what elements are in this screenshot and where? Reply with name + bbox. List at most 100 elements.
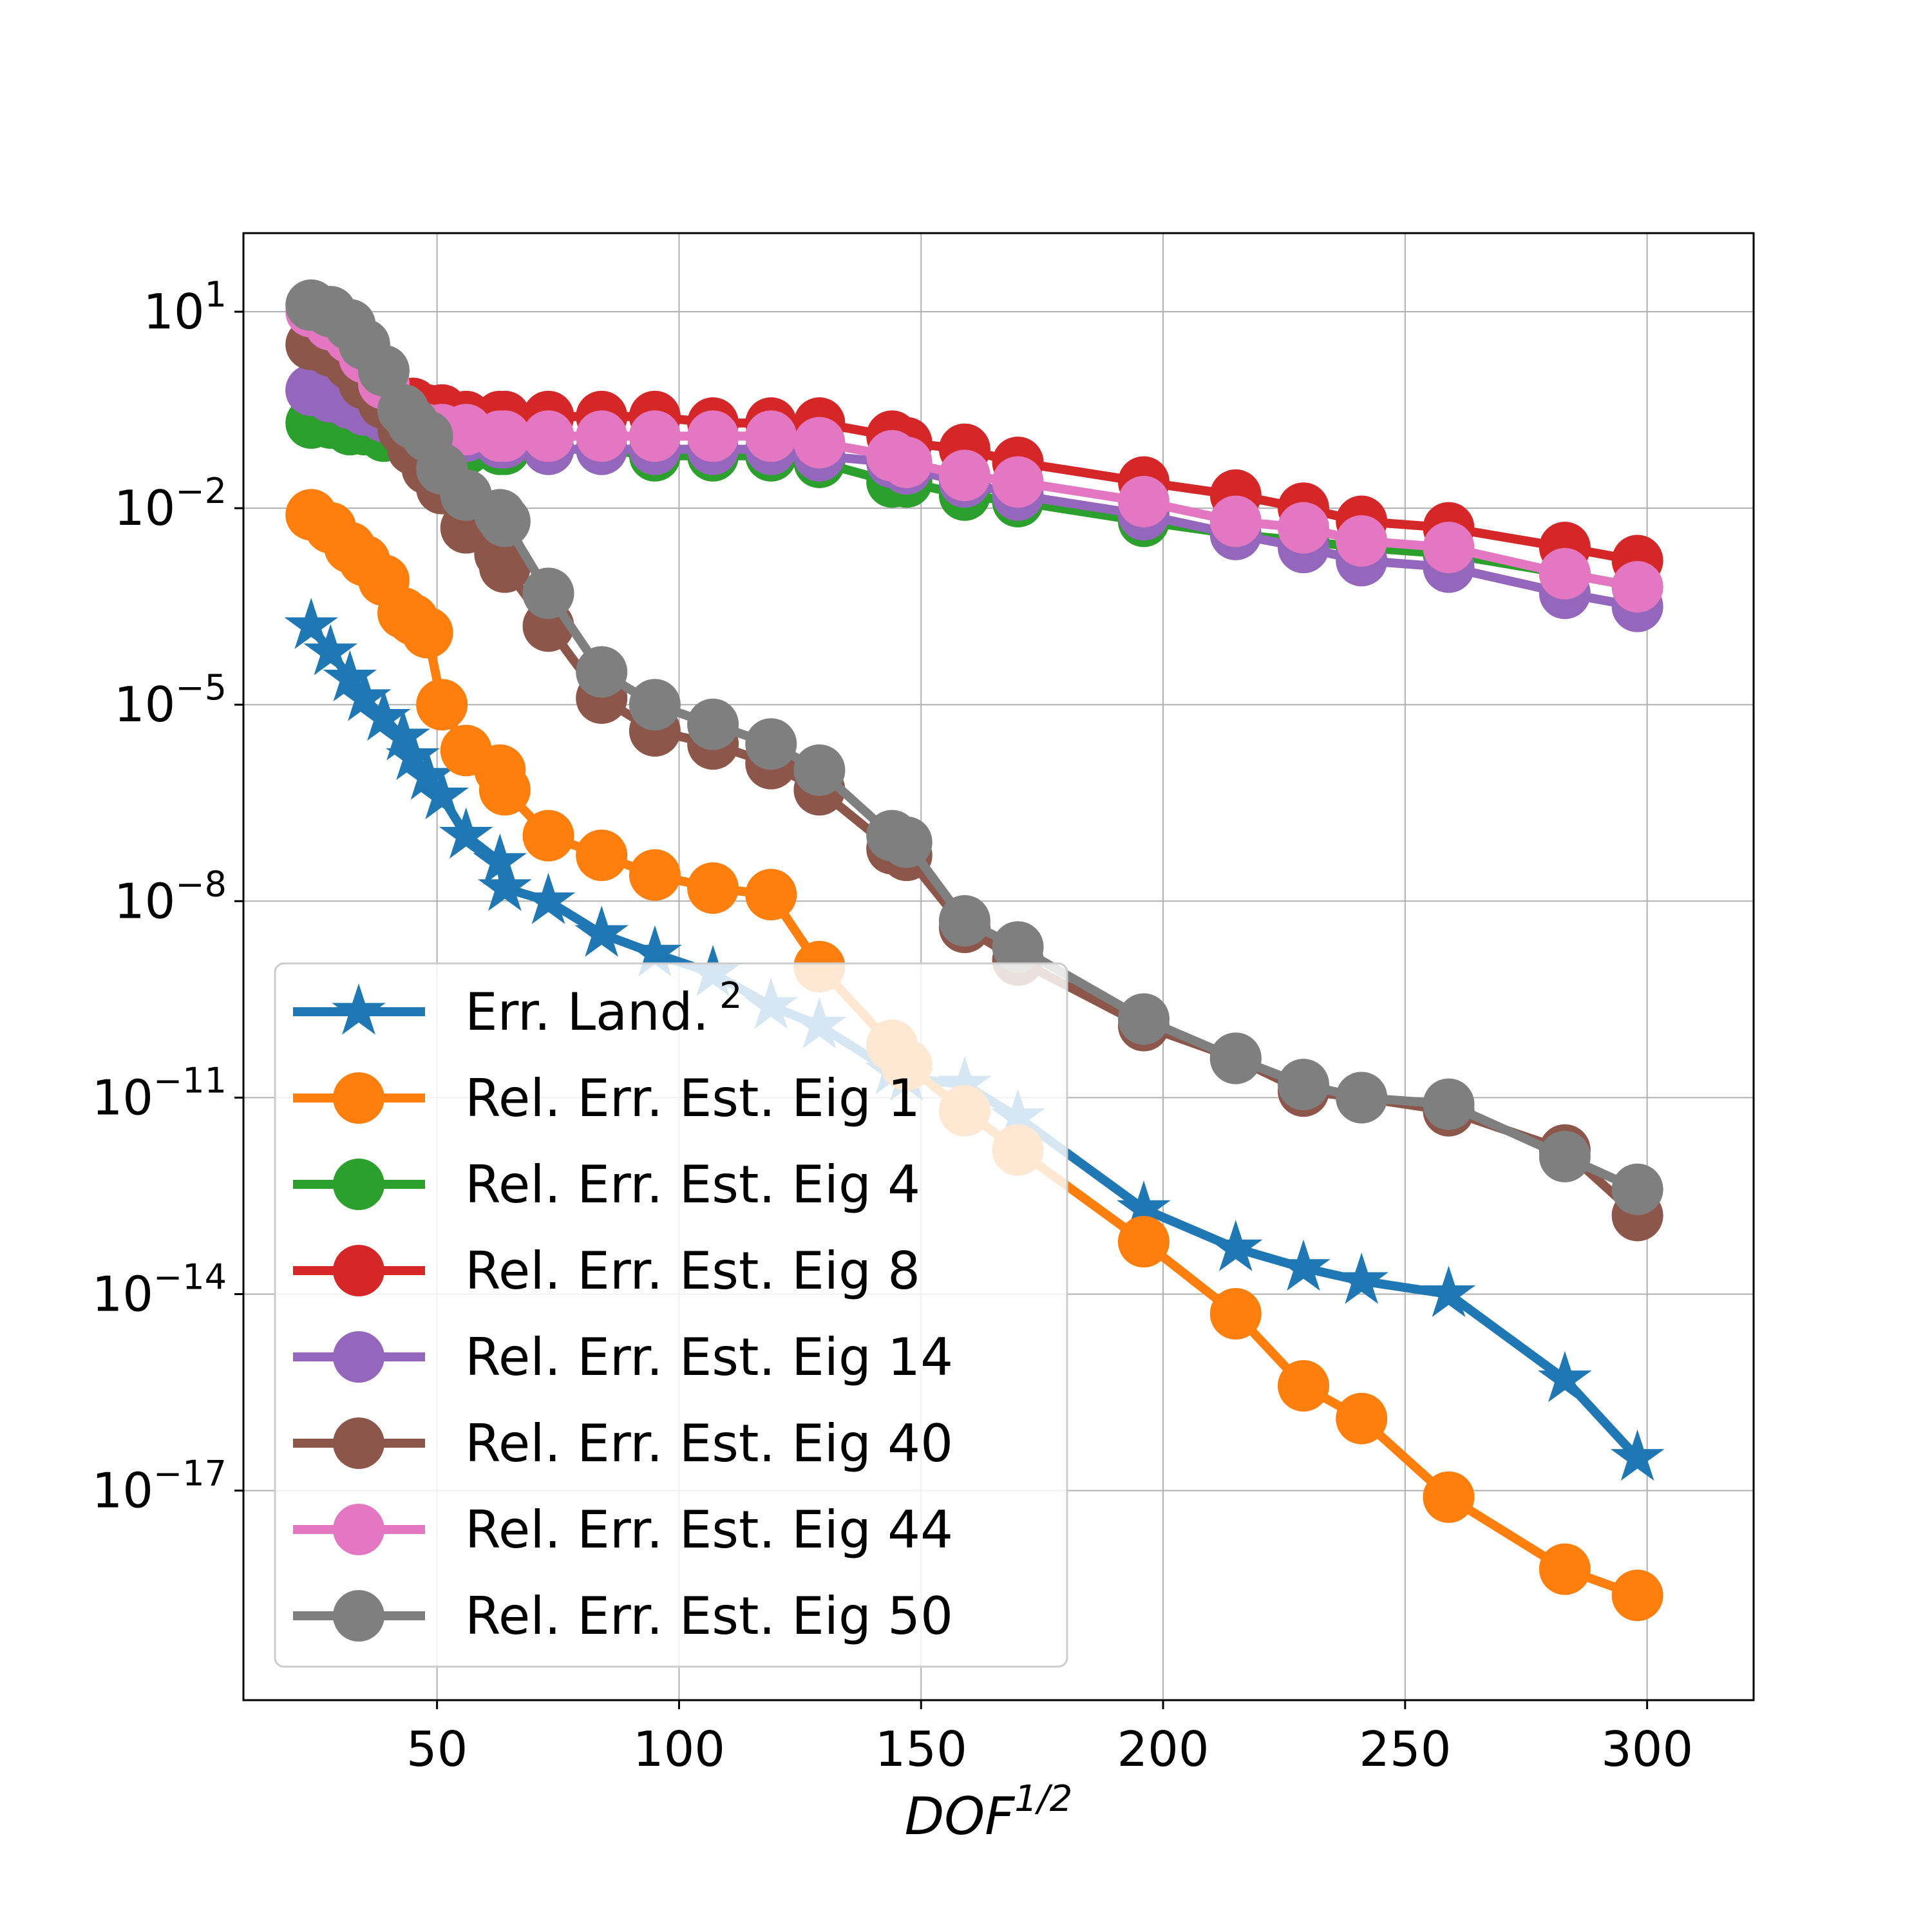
data-point-circle [938,450,990,502]
data-point-star [1538,1350,1592,1403]
data-point-circle [1611,1163,1663,1215]
data-point-star [323,650,377,702]
y-tick-exponent: −2 [175,471,227,511]
x-tick-label: 300 [1601,1721,1693,1777]
legend-entry: Rel. Err. Est. Eig 8 [293,1241,920,1301]
series [285,279,1663,1215]
data-point-circle [1117,475,1170,527]
legend-label: Rel. Err. Est. Eig 40 [465,1414,953,1473]
data-point-star [1421,1265,1476,1318]
data-point-circle [1423,522,1475,574]
legend-circle-marker [333,1331,384,1383]
data-point-circle [687,410,739,462]
data-point-circle [576,646,628,698]
legend-label: Rel. Err. Est. Eig 50 [465,1586,953,1646]
legend-label-text: Rel. Err. Est. Eig 8 [465,1241,920,1301]
data-point-circle [1611,561,1663,613]
y-tick-exponent: −5 [175,667,227,708]
data-point-star [400,748,455,800]
y-tick-exponent: −11 [153,1060,227,1101]
data-point-circle [478,764,531,816]
data-point-circle [687,862,739,914]
data-point-circle [629,679,681,731]
legend-label-text: Rel. Err. Est. Eig 4 [465,1155,920,1215]
data-point-circle [576,410,628,462]
data-point-circle [745,869,797,921]
legend-label-sup: 2 [719,975,743,1017]
axes-frame [242,232,1755,1701]
data-point-circle [416,679,468,731]
x-tick-label: 150 [875,1721,967,1777]
data-point-circle [629,410,681,462]
data-point-circle [1336,1392,1388,1444]
data-point-circle [1278,1059,1330,1111]
data-point-star [1334,1253,1388,1304]
data-point-star [473,833,527,885]
y-tick-exponent: −8 [175,864,227,904]
data-point-star [1117,1180,1171,1232]
x-tick-label: 50 [406,1721,468,1777]
y-tick-base: 10 [114,676,175,733]
data-point-circle [1336,515,1388,567]
data-point-circle [1209,1287,1262,1340]
data-point-circle [1539,1543,1591,1595]
y-tick-label: 10−14 [92,1256,227,1322]
legend-label-text: Rel. Err. Est. Eig 40 [465,1414,953,1473]
data-point-circle [1117,1216,1170,1268]
legend-label-text: Rel. Err. Est. Eig 50 [465,1586,953,1646]
legend-label-text: Err. Land. [465,982,709,1042]
data-point-circle [1278,1359,1330,1412]
data-point-circle [1423,1471,1475,1523]
y-tick-base: 10 [114,873,175,929]
legend-label: Rel. Err. Est. Eig 1 [465,1068,920,1128]
data-point-star [478,860,532,911]
data-point-circle [1611,1569,1663,1622]
legend-label-text: Rel. Err. Est. Eig 1 [465,1068,920,1128]
data-point-circle [793,417,846,469]
data-point-circle [629,849,681,901]
data-point-circle [478,541,531,593]
x-axis-label: DOF1/2 [905,1778,1073,1846]
legend-label: Rel. Err. Est. Eig 14 [465,1327,953,1387]
data-point-circle [793,744,846,796]
legend: Err. Land. 2 Rel. Err. Est. Eig 1 Rel. Err.… [274,962,1068,1668]
data-point-circle [687,698,739,750]
data-point-star [628,925,682,977]
legend-entry: Rel. Err. Est. Eig 44 [293,1500,953,1560]
data-point-circle [992,456,1044,508]
x-tick-label: 100 [633,1721,725,1777]
y-tick-label: 10−2 [114,471,227,536]
y-tick-exponent: 1 [205,274,227,315]
data-point-circle [880,436,933,488]
data-point-star [521,873,576,924]
data-point-circle [478,410,531,462]
legend-box [274,962,1068,1668]
legend-entry: Rel. Err. Est. Eig 50 [293,1586,953,1646]
x-axis-label-sup: 1/2 [1014,1778,1072,1820]
y-tick-base: 10 [92,1265,153,1322]
data-point-circle [1278,502,1330,554]
y-tick-exponent: −17 [153,1454,227,1494]
legend-label-text: Rel. Err. Est. Eig 14 [465,1327,953,1387]
data-point-circle [1539,1130,1591,1182]
y-tick-base: 10 [114,480,175,536]
data-point-star [284,598,339,649]
y-tick-label: 10−8 [114,864,227,929]
legend-circle-marker [333,1590,384,1642]
data-point-circle [1539,547,1591,600]
legend-entry: Err. Land. 2 [293,975,743,1042]
data-point-star [376,709,430,761]
data-point-circle [1336,1072,1388,1124]
legend-circle-marker [333,1072,384,1124]
legend-entry: Rel. Err. Est. Eig 14 [293,1327,953,1387]
data-point-circle [522,410,574,462]
data-point-circle [357,345,410,397]
data-point-star [574,905,629,957]
data-point-circle [522,810,574,862]
data-point-circle [1117,993,1170,1045]
data-point-circle [938,895,990,947]
y-tick-base: 10 [143,283,204,340]
x-tick-label: 250 [1359,1721,1451,1777]
y-tick-label: 10−5 [114,667,227,733]
